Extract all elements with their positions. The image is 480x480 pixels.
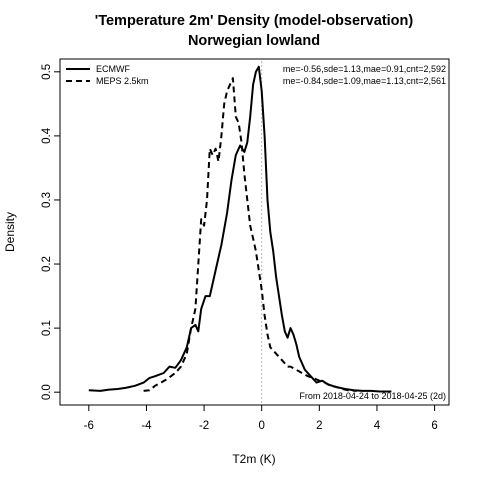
y-tick-label: 0.0 [41, 384, 53, 400]
legend-label-meps: MEPS 2.5km [96, 76, 149, 86]
plot-frame [59, 58, 450, 406]
legend-label-ecmwf: ECMWF [96, 64, 130, 74]
chart-subtitle: Norwegian lowland [188, 33, 320, 49]
y-tick-label: 0.2 [41, 256, 53, 272]
y-axis: 0.0 0.1 0.2 0.3 0.4 0.5 [41, 64, 60, 400]
stats-meps: me=-0.84,sde=1.09,mae=1.13,cnt=2,561 [283, 76, 446, 86]
stats-ecmwf: me=-0.56,sde=1.13,mae=0.91,cnt=2,592 [283, 64, 446, 74]
y-axis-label: Density [3, 212, 17, 252]
x-axis-label: T2m (K) [232, 452, 275, 466]
x-tick-label: 0 [259, 420, 265, 432]
series-line-meps [143, 77, 357, 392]
y-tick-label: 0.4 [41, 127, 53, 144]
chart-title: 'Temperature 2m' Density (model-observat… [95, 13, 414, 29]
legend: ECMWF MEPS 2.5km [66, 64, 149, 86]
x-tick-label: -4 [141, 420, 152, 432]
x-axis: -6 -4 -2 0 2 4 6 [84, 405, 438, 432]
series-line-ecmwf [88, 65, 392, 393]
y-tick-label: 0.1 [41, 320, 53, 336]
x-tick-label: 6 [431, 420, 437, 432]
x-tick-label: 4 [374, 420, 381, 432]
x-tick-label: 2 [316, 420, 322, 432]
date-range-note: From 2018-04-24 to 2018-04-25 (2d) [299, 391, 446, 401]
x-tick-label: -2 [199, 420, 209, 432]
y-tick-label: 0.3 [41, 192, 53, 208]
x-tick-label: -6 [84, 420, 94, 432]
y-tick-label: 0.5 [41, 64, 53, 80]
